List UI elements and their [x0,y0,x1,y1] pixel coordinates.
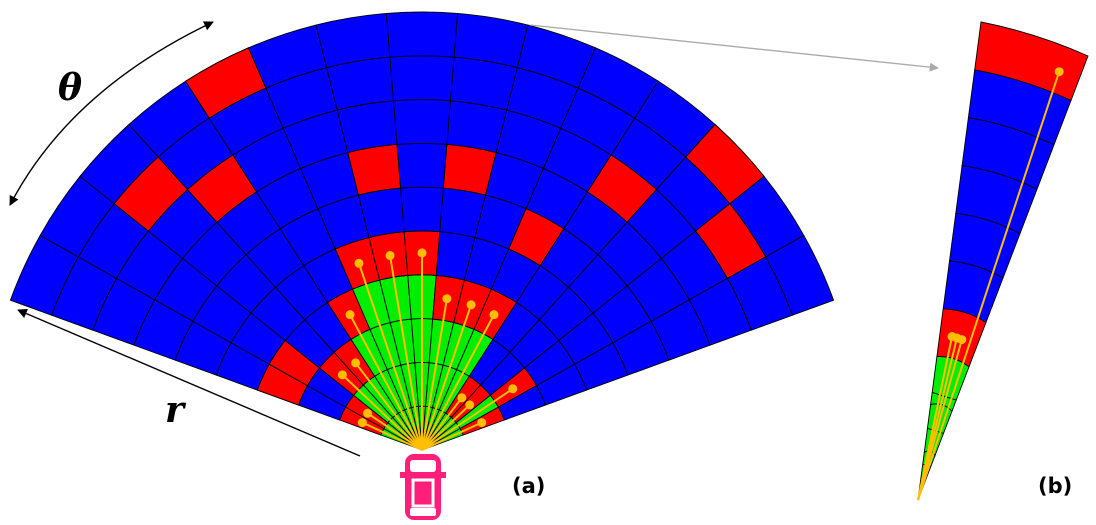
lidar-ray [361,421,423,451]
lidar-hit-point [1054,67,1064,77]
lidar-ray [917,339,963,501]
lidar-hit-point [354,258,364,268]
lidar-ray [421,304,473,451]
lidar-hit-point [465,400,475,410]
lidar-hit-point [417,248,427,258]
grid-cell [765,234,835,316]
lidar-hit-point [357,418,367,428]
lidar-hit-point [477,418,487,428]
grid-cell [385,11,459,58]
panel-b-single-sector [917,21,1089,501]
r-label: r [165,389,187,431]
lidar-ray [421,298,448,451]
car-icon [400,454,446,520]
lidar-hit-point [442,294,452,304]
lidar-ray [341,374,423,451]
theta-arc-arrow [9,21,214,206]
lidar-hit-point [363,408,373,418]
lidar-ray [421,387,514,451]
lidar-ray [421,397,463,451]
zoom-connector-arrow [529,24,939,72]
lidar-hit-point [351,358,361,368]
lidar-hit-point [457,393,467,403]
lidar-ray [357,262,423,451]
lidar-hit-point [337,370,347,380]
theta-label: θ [58,67,82,109]
lidar-ray [349,314,423,451]
lidar-ray [354,362,423,451]
grid-cell [389,55,455,102]
panel-a-polar-grid [9,11,835,451]
lidar-hit-point [345,310,355,320]
lidar-hit-point [385,251,395,261]
lidar-hit-point [489,310,499,320]
panel-b-label: (b) [1038,474,1072,498]
lidar-ray [917,71,1061,501]
grid-cell [400,186,444,233]
lidar-ray [421,421,483,451]
grid-cell [396,142,448,189]
panel-a-label: (a) [512,474,545,498]
lidar-ray [366,412,423,451]
lidar-hit-point [466,300,476,310]
lidar-ray [421,314,495,451]
grid-cell [336,100,398,154]
lidar-hit-point [508,384,518,394]
lidar-ray [421,404,471,451]
wedge-cell [974,21,1089,102]
radius-arrow [17,308,361,457]
lidar-hit-point [957,335,967,345]
lidar-ray [389,255,423,451]
grid-cell [393,99,451,145]
